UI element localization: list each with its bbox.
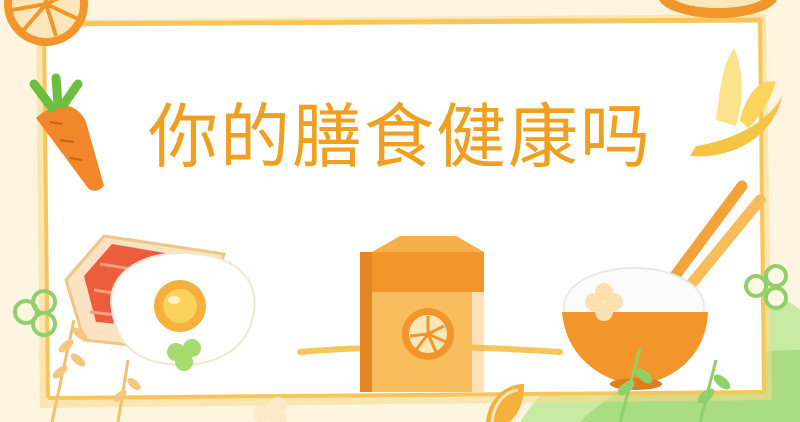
flower-icon [744,264,788,310]
leaf-icon [167,339,201,371]
flower-icon [585,283,623,321]
carrot-icon [29,73,104,191]
juice-carton-icon [360,236,484,392]
flower-icon [253,397,287,422]
orange-slice-icon [4,0,88,46]
page-title: 你的膳食健康吗 [148,96,652,178]
orange-slice-icon [659,0,777,18]
fried-egg-icon [110,252,256,371]
wheat-icon [50,319,141,422]
banana-icon [690,48,782,157]
orange-slice-icon [486,384,524,422]
flower-icon [13,289,57,337]
rice-bowl-icon [562,267,708,390]
leaf-icon [617,347,731,422]
